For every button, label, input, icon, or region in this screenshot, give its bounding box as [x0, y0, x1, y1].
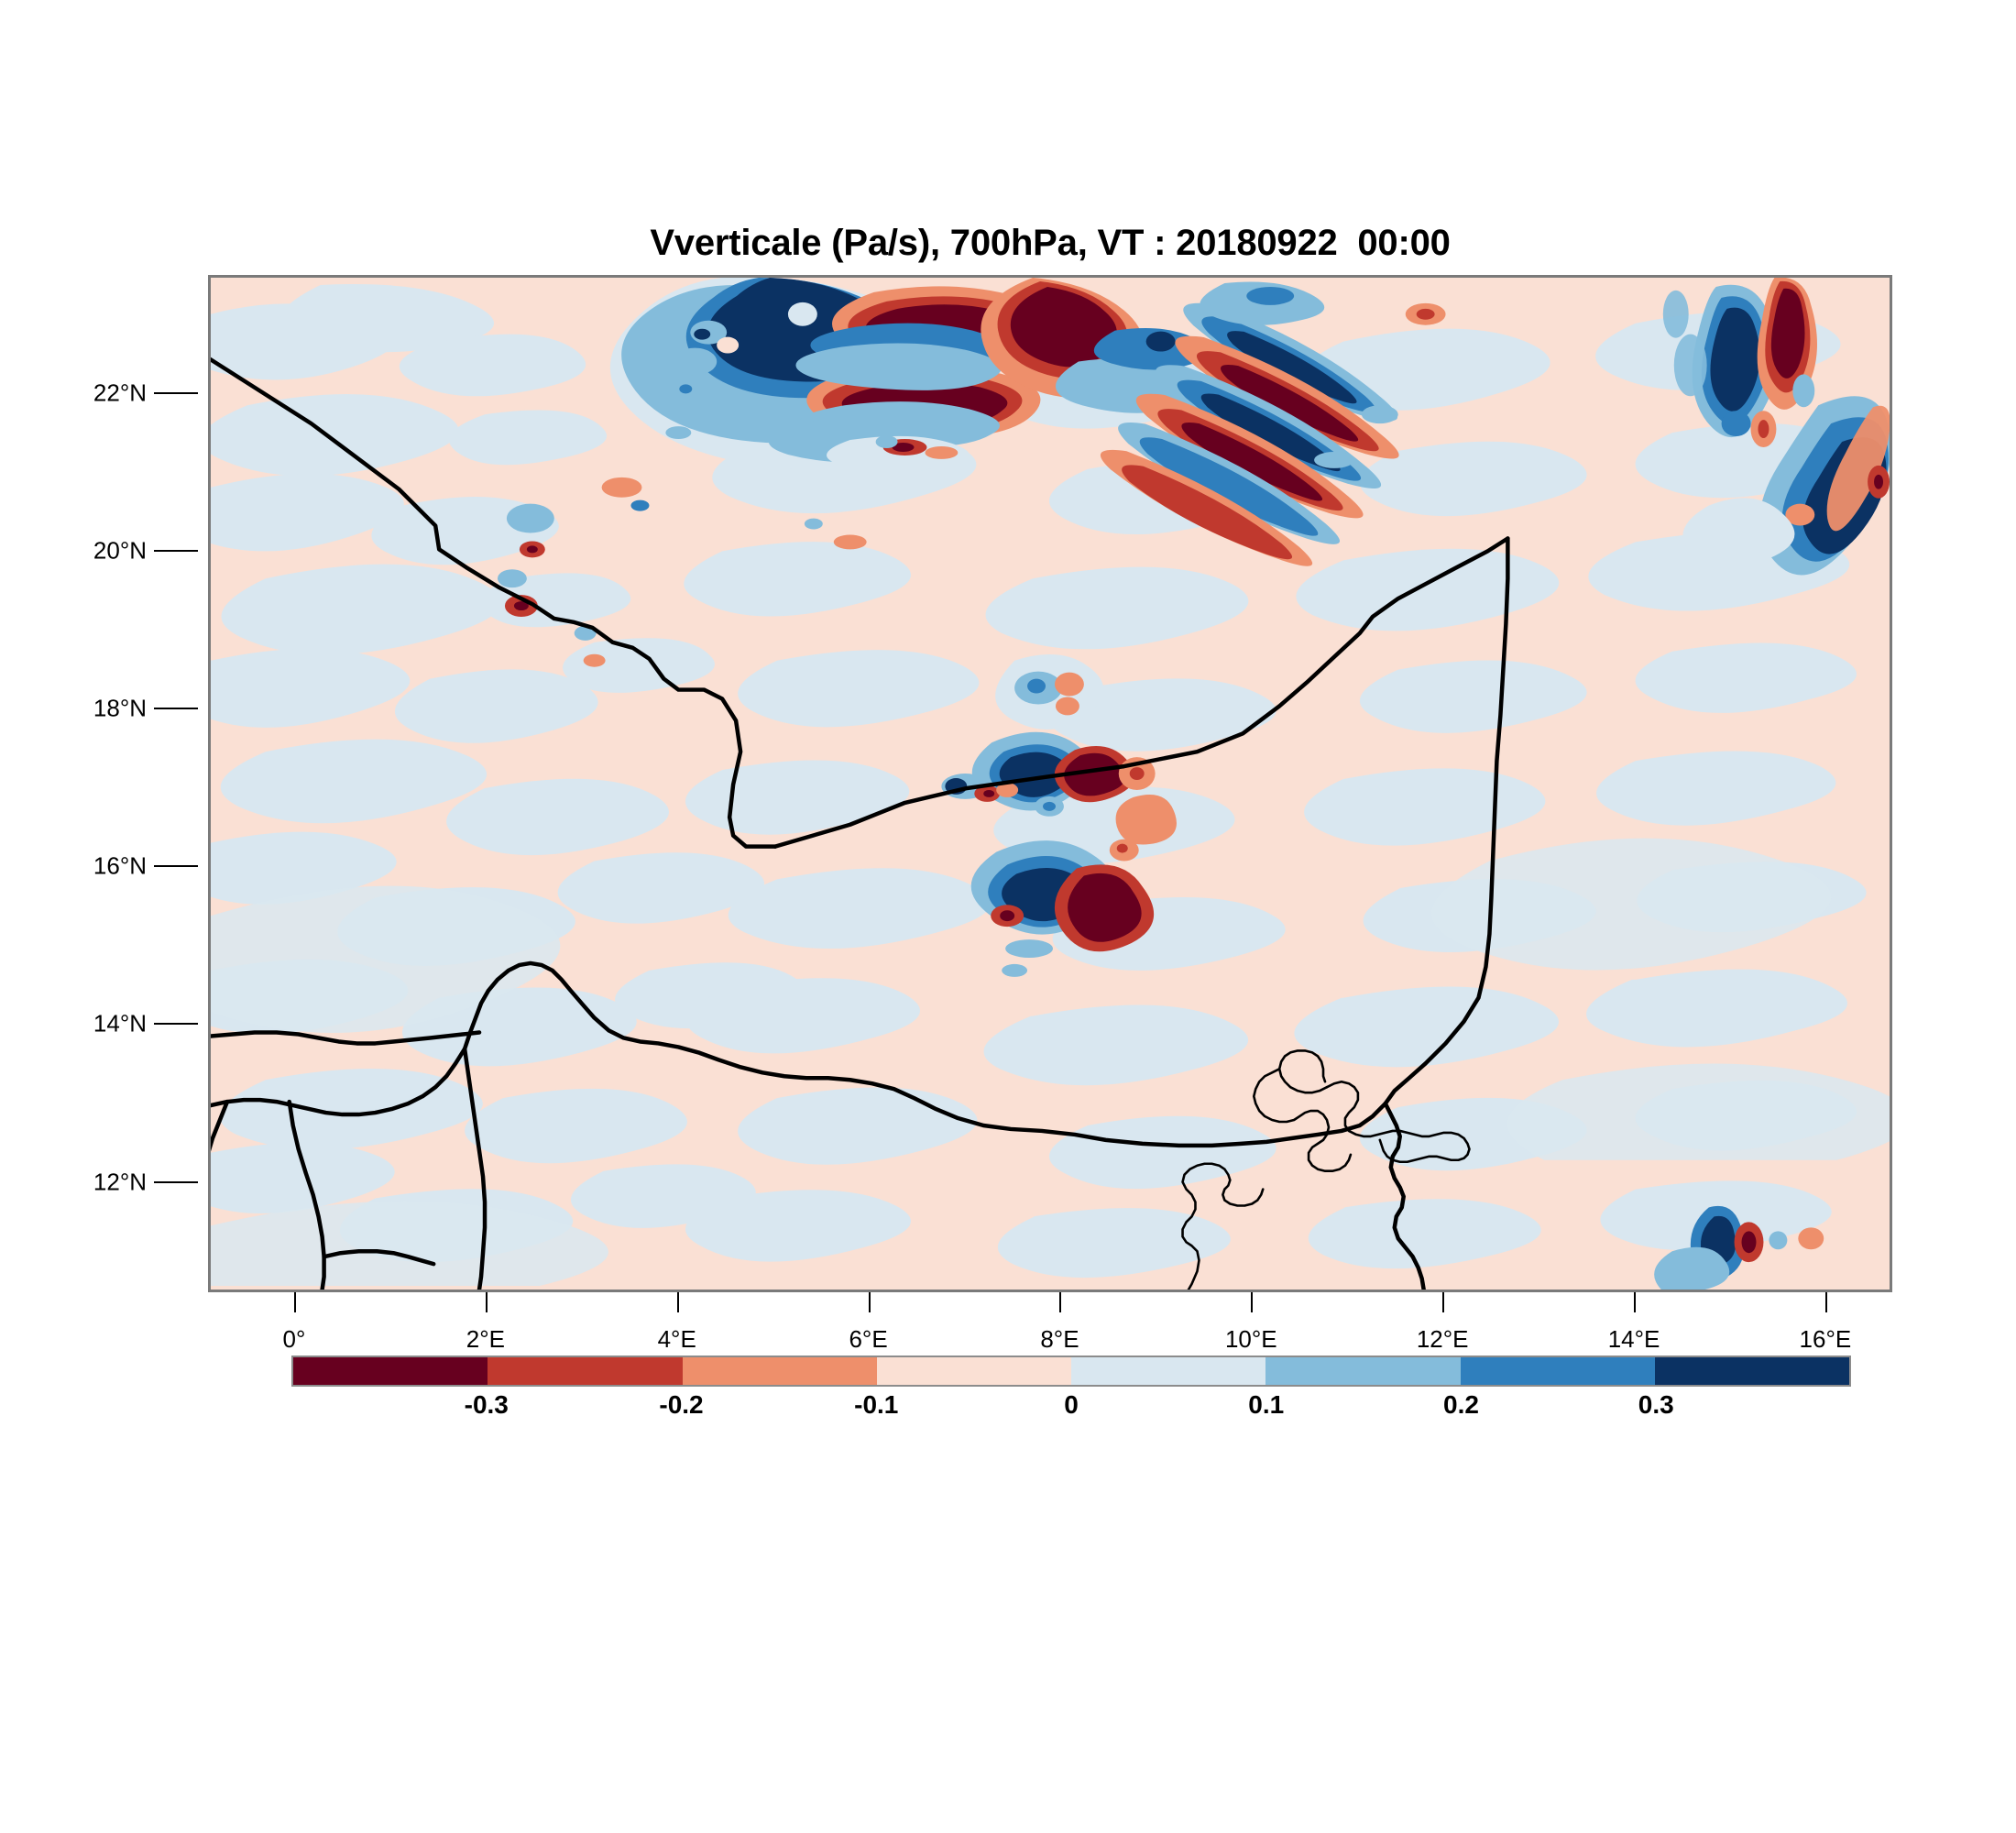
colorbar-tick-label: 0.3	[1638, 1390, 1674, 1419]
x-tick-label: 10°E	[1224, 1325, 1277, 1353]
page-title: Vverticale (Pa/s), 700hPa, VT : 20180922…	[650, 223, 1451, 263]
colorbar-segment	[682, 1357, 877, 1385]
colorbar-tick-label: -0.1	[854, 1390, 899, 1419]
y-tick-mark	[154, 1023, 198, 1026]
x-tick-mark	[1634, 1292, 1637, 1312]
y-tick-mark	[154, 708, 198, 710]
x-tick-label: 0°	[282, 1325, 306, 1353]
country-borders	[211, 357, 1510, 1290]
colorbar-tick-label: 0.1	[1248, 1390, 1285, 1419]
x-tick-label: 16°E	[1799, 1325, 1852, 1353]
x-tick-label: 2°E	[466, 1325, 505, 1353]
lake-chad-shoreline	[1181, 1162, 1265, 1290]
colorbar-tick-label: -0.2	[659, 1390, 704, 1419]
colorbar-segment	[1460, 1357, 1655, 1385]
x-tick-mark	[868, 1292, 871, 1312]
colorbar-segment	[1265, 1357, 1461, 1385]
y-tick-label: 14°N	[93, 1009, 147, 1037]
y-tick-label: 18°N	[93, 694, 147, 722]
x-tick-mark	[676, 1292, 679, 1312]
colorbar	[291, 1356, 1851, 1387]
colorbar-tick-labels: -0.3 -0.2 -0.1 0 0.1 0.2 0.3	[291, 1390, 1851, 1436]
x-tick-mark	[1442, 1292, 1445, 1312]
x-tick-label: 14°E	[1607, 1325, 1660, 1353]
x-tick-mark	[1824, 1292, 1827, 1312]
y-tick-mark	[154, 392, 198, 395]
y-tick-label: 16°N	[93, 851, 147, 880]
x-tick-label: 8°E	[1040, 1325, 1079, 1353]
colorbar-tick-label: 0	[1064, 1390, 1079, 1419]
colorbar-segment	[1654, 1357, 1849, 1385]
colorbar-segment	[876, 1357, 1071, 1385]
vertical-velocity-field	[211, 278, 1890, 1290]
colorbar-tick-label: -0.3	[464, 1390, 509, 1419]
x-tick-label: 6°E	[849, 1325, 888, 1353]
x-tick-mark	[485, 1292, 488, 1312]
colorbar-tick-label: 0.2	[1443, 1390, 1479, 1419]
map-plot-area	[208, 275, 1892, 1292]
colorbar-segment	[488, 1357, 683, 1385]
x-tick-label: 4°E	[657, 1325, 696, 1353]
x-tick-mark	[293, 1292, 296, 1312]
y-tick-mark	[154, 865, 198, 868]
y-tick-mark	[154, 1180, 198, 1183]
x-tick-mark	[1059, 1292, 1062, 1312]
y-tick-mark	[154, 550, 198, 553]
colorbar-segment	[1071, 1357, 1266, 1385]
colorbar-segment	[293, 1357, 488, 1385]
y-axis-ticks	[0, 275, 211, 1292]
y-tick-label: 12°N	[93, 1168, 147, 1196]
y-tick-label: 22°N	[93, 379, 147, 407]
y-tick-label: 20°N	[93, 536, 147, 565]
x-tick-mark	[1251, 1292, 1254, 1312]
y-axis-labels: 22°N 20°N 18°N 16°N 14°N 12°N	[55, 275, 147, 1292]
x-axis-ticks-and-labels: 0° 2°E 4°E 6°E 8°E 10°E 12°E 14°E 16°E	[208, 1292, 1892, 1353]
x-tick-label: 12°E	[1416, 1325, 1469, 1353]
